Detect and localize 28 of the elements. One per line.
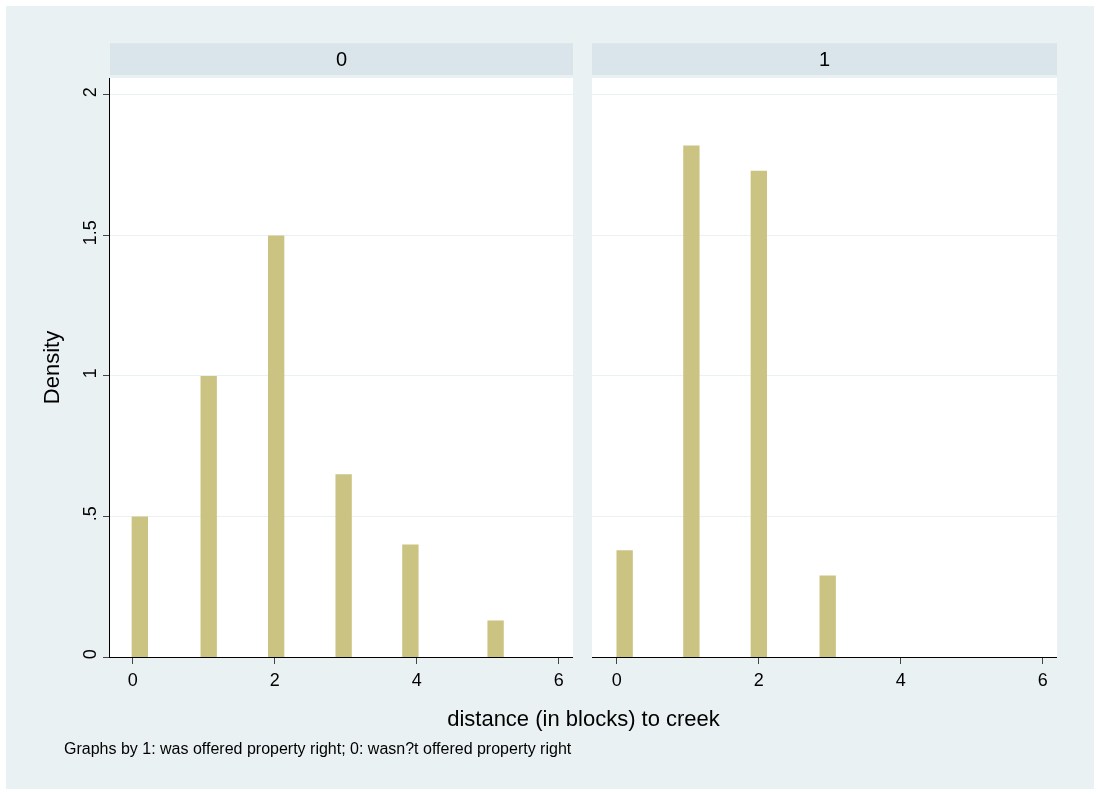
x-tick-label: 4 [895, 669, 906, 690]
y-tick-label: 1 [79, 368, 100, 379]
x-tick-label: 4 [411, 669, 422, 690]
chart-title: 1 [819, 48, 831, 70]
bar [750, 170, 767, 657]
bar [131, 516, 148, 657]
x-axis-title: distance (in blocks) to creek [446, 706, 721, 732]
y-tick-label: .5 [79, 506, 100, 522]
bar [200, 375, 217, 657]
x-tick-label: 2 [753, 669, 764, 690]
bar [402, 544, 419, 657]
x-tick-label: 0 [611, 669, 622, 690]
y-tick-label: 0 [79, 649, 100, 660]
text: Graphs by 1: was offered property right; 0: wasn?t offered property right [64, 740, 572, 758]
x-tick-label: 2 [269, 669, 280, 690]
x-tick-label: 0 [127, 669, 138, 690]
bar [487, 620, 504, 657]
bar [683, 145, 700, 657]
chart-title: 0 [336, 48, 348, 70]
y-tick-label: 1.5 [79, 220, 100, 246]
bar [616, 550, 633, 657]
x-tick-label: 6 [1037, 669, 1048, 690]
bar [335, 474, 352, 657]
bar [268, 235, 285, 657]
bar [819, 575, 836, 657]
x-tick-label: 6 [553, 669, 564, 690]
y-tick-label: 2 [79, 87, 100, 98]
y-axis-title: Density [38, 330, 64, 405]
